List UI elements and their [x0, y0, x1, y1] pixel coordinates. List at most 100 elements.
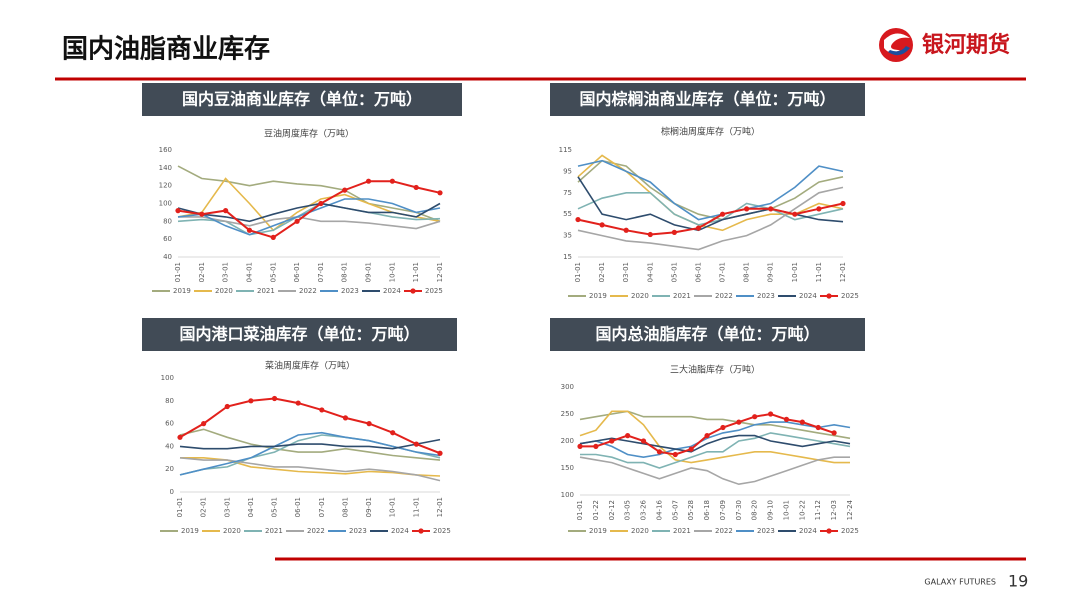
x-tick-label: 02-01 — [198, 262, 206, 282]
legend-label: 2024 — [391, 527, 409, 535]
series-marker — [831, 430, 837, 436]
series-marker — [577, 443, 583, 449]
y-tick-label: 60 — [163, 235, 172, 243]
series-marker — [437, 190, 443, 196]
series-marker — [318, 200, 324, 207]
x-tick-label: 08-20 — [751, 500, 759, 520]
legend-label: 2022 — [299, 287, 317, 295]
series-marker — [816, 206, 822, 212]
series-marker — [599, 222, 605, 228]
series-marker — [609, 438, 615, 444]
legend-label: 2023 — [349, 527, 367, 535]
x-tick-label: 06-01 — [694, 262, 702, 282]
series-marker — [319, 407, 325, 413]
series-marker — [390, 430, 396, 436]
panel-heading-box — [142, 318, 457, 351]
legend-label: 2025 — [841, 527, 859, 535]
series-marker — [199, 211, 205, 217]
legend-label: 2025 — [841, 292, 859, 300]
series-line — [579, 421, 851, 459]
x-tick-label: 11-01 — [412, 497, 420, 517]
y-tick-label: 35 — [563, 232, 572, 240]
legend-label: 2025 — [425, 287, 443, 295]
x-tick-label: 09-01 — [767, 262, 775, 282]
x-tick-label: 10-01 — [791, 262, 799, 282]
x-tick-label: 07-09 — [719, 500, 727, 520]
series-marker — [647, 231, 653, 238]
series-line — [577, 202, 844, 236]
y-tick-label: 250 — [561, 410, 574, 418]
x-tick-label: 03-05 — [624, 500, 632, 520]
legend-label: 2020 — [223, 527, 241, 535]
series-marker — [752, 414, 758, 420]
x-tick-label: 09-01 — [365, 262, 373, 282]
x-tick-label: 09-10 — [767, 500, 775, 520]
series-marker — [783, 416, 790, 422]
series-marker — [719, 211, 726, 217]
series-marker — [389, 178, 395, 184]
series-marker — [704, 433, 710, 439]
x-tick-label: 12-01 — [436, 262, 444, 282]
series-marker — [744, 206, 750, 212]
y-tick-label: 95 — [563, 167, 572, 175]
y-tick-label: 55 — [563, 210, 572, 218]
series-line — [579, 410, 850, 464]
series-marker — [767, 411, 774, 417]
y-tick-label: 80 — [163, 217, 172, 225]
series-marker — [366, 421, 372, 427]
x-tick-label: 07-01 — [317, 262, 325, 282]
page-number: 19 — [1008, 572, 1028, 591]
x-tick-label: 01-22 — [592, 500, 600, 520]
x-tick-label: 11-01 — [815, 262, 823, 282]
x-tick-label: 05-28 — [687, 500, 695, 520]
series-marker — [224, 403, 230, 410]
series-marker — [625, 433, 631, 439]
x-tick-label: 05-01 — [269, 262, 277, 282]
series-marker — [840, 200, 846, 207]
x-tick-label: 04-01 — [245, 262, 253, 282]
series-marker — [815, 424, 821, 431]
legend-label: 2019 — [173, 287, 191, 295]
y-tick-label: 100 — [159, 200, 172, 208]
x-tick-label: 07-01 — [719, 262, 727, 282]
series-marker — [342, 415, 349, 421]
y-tick-label: 200 — [561, 437, 574, 445]
x-tick-label: 03-26 — [640, 499, 648, 520]
y-tick-label: 40 — [163, 253, 172, 261]
series-marker — [640, 438, 647, 444]
legend-marker — [826, 293, 832, 299]
chart-title: 菜油周度库存（万吨） — [265, 360, 355, 372]
series-line — [577, 176, 844, 232]
legend-label: 2019 — [589, 527, 607, 535]
panel-heading-box — [142, 83, 462, 116]
series-line — [579, 456, 850, 486]
legend-label: 2024 — [799, 292, 817, 300]
series-marker — [294, 218, 300, 224]
legend-label: 2023 — [757, 527, 775, 535]
legend-label: 2024 — [383, 287, 401, 295]
series-line — [179, 434, 441, 476]
legend-label: 2020 — [631, 292, 649, 300]
series-marker — [593, 443, 599, 449]
x-tick-label: 02-01 — [200, 497, 208, 517]
y-tick-label: 115 — [559, 146, 572, 154]
series-marker — [342, 187, 348, 193]
legend-label: 2020 — [215, 287, 233, 295]
series-marker — [437, 450, 443, 456]
panel-heading-box — [550, 83, 865, 116]
x-tick-label: 12-03 — [830, 500, 838, 520]
x-tick-label: 01-01 — [176, 497, 184, 517]
series-line — [179, 438, 441, 450]
series-marker — [365, 178, 372, 184]
series-marker — [623, 227, 629, 233]
y-tick-label: 120 — [159, 182, 172, 190]
series-line — [179, 397, 441, 455]
y-tick-label: 100 — [161, 374, 174, 382]
legend-label: 2023 — [757, 292, 775, 300]
footer-brand: GALAXY FUTURES — [924, 578, 996, 587]
x-tick-label: 03-01 — [622, 262, 630, 282]
x-tick-label: 01-01 — [174, 262, 182, 282]
x-tick-label: 01-01 — [576, 500, 584, 520]
series-line — [178, 216, 441, 230]
